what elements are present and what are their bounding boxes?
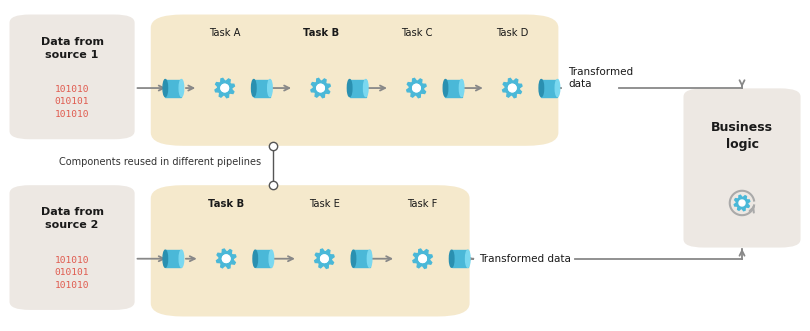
Text: Transformed data: Transformed data	[480, 254, 571, 264]
Polygon shape	[317, 84, 324, 92]
Polygon shape	[407, 78, 426, 98]
Polygon shape	[739, 200, 745, 206]
Polygon shape	[317, 84, 324, 92]
Polygon shape	[311, 78, 330, 98]
Bar	[255, 250, 271, 267]
Polygon shape	[507, 83, 518, 93]
FancyBboxPatch shape	[10, 15, 134, 139]
Ellipse shape	[364, 79, 368, 97]
Text: 101010
010101
101010: 101010 010101 101010	[55, 256, 89, 290]
Ellipse shape	[347, 79, 352, 97]
Polygon shape	[321, 255, 328, 262]
Text: Task B: Task B	[302, 28, 339, 38]
Ellipse shape	[459, 79, 464, 97]
Ellipse shape	[352, 250, 356, 267]
Bar	[446, 79, 462, 97]
Text: 101010
010101
101010: 101010 010101 101010	[55, 85, 89, 119]
Polygon shape	[419, 255, 426, 262]
Polygon shape	[411, 83, 422, 93]
Polygon shape	[315, 83, 326, 93]
Polygon shape	[314, 249, 334, 268]
Polygon shape	[216, 249, 236, 268]
FancyBboxPatch shape	[10, 185, 134, 310]
Polygon shape	[223, 255, 230, 262]
Text: Data from
source 1: Data from source 1	[40, 37, 104, 60]
Ellipse shape	[367, 250, 372, 267]
Text: Components reused in different pipelines: Components reused in different pipelines	[59, 157, 262, 167]
Text: Task F: Task F	[407, 199, 437, 209]
Ellipse shape	[253, 250, 258, 267]
Text: Data from
source 2: Data from source 2	[40, 207, 104, 230]
Polygon shape	[412, 84, 420, 92]
Polygon shape	[734, 195, 750, 211]
Polygon shape	[220, 83, 230, 93]
Ellipse shape	[252, 79, 256, 97]
Polygon shape	[509, 84, 516, 92]
Polygon shape	[221, 84, 228, 92]
Polygon shape	[417, 253, 428, 264]
Ellipse shape	[179, 79, 184, 97]
Bar	[165, 250, 181, 267]
Ellipse shape	[163, 250, 168, 267]
Text: Business
logic: Business logic	[711, 121, 773, 151]
Ellipse shape	[269, 250, 274, 267]
Bar	[165, 79, 181, 97]
Polygon shape	[419, 255, 426, 262]
Polygon shape	[321, 255, 328, 262]
Bar	[452, 250, 468, 267]
Polygon shape	[502, 78, 522, 98]
Ellipse shape	[443, 79, 448, 97]
Text: Transformed
data: Transformed data	[568, 67, 633, 89]
FancyBboxPatch shape	[151, 185, 470, 316]
Text: Task D: Task D	[496, 28, 528, 38]
Ellipse shape	[163, 79, 168, 97]
Polygon shape	[221, 253, 232, 264]
Polygon shape	[413, 249, 433, 268]
Text: Task E: Task E	[309, 199, 340, 209]
Text: Task A: Task A	[209, 28, 241, 38]
Bar	[353, 250, 369, 267]
Ellipse shape	[539, 79, 544, 97]
Ellipse shape	[555, 79, 560, 97]
Bar	[254, 79, 270, 97]
Bar	[541, 79, 557, 97]
Polygon shape	[223, 255, 230, 262]
Ellipse shape	[267, 79, 272, 97]
FancyBboxPatch shape	[151, 15, 558, 146]
Polygon shape	[509, 84, 516, 92]
Ellipse shape	[466, 250, 470, 267]
FancyBboxPatch shape	[684, 88, 800, 248]
Polygon shape	[221, 84, 228, 92]
Text: Task B: Task B	[208, 199, 245, 209]
Polygon shape	[319, 253, 330, 264]
Text: Task C: Task C	[401, 28, 433, 38]
Bar	[350, 79, 366, 97]
Polygon shape	[215, 78, 234, 98]
Ellipse shape	[450, 250, 454, 267]
Polygon shape	[412, 84, 420, 92]
Ellipse shape	[179, 250, 184, 267]
